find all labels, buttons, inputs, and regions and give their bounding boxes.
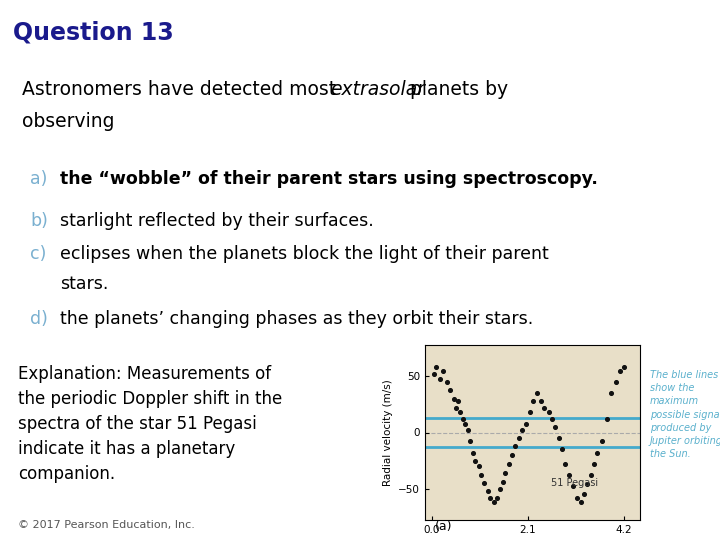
Point: [615, 367, 626, 375]
Point: [578, 490, 590, 498]
Point: [428, 370, 440, 379]
Text: eclipses when the planets block the light of their parent: eclipses when the planets block the ligh…: [60, 245, 549, 263]
Point: [575, 498, 586, 507]
Y-axis label: Radial velocity (m/s): Radial velocity (m/s): [383, 379, 392, 486]
Point: [563, 471, 575, 480]
Point: [431, 363, 442, 372]
Point: [453, 397, 464, 406]
Point: [467, 448, 479, 457]
Point: [479, 478, 490, 487]
Text: the planets’ changing phases as they orbit their stars.: the planets’ changing phases as they orb…: [60, 310, 534, 328]
Point: [543, 408, 554, 417]
Point: [520, 419, 531, 428]
Text: the “wobble” of their parent stars using spectroscopy.: the “wobble” of their parent stars using…: [60, 170, 598, 188]
Point: [610, 377, 621, 386]
Text: stars.: stars.: [60, 275, 109, 293]
Text: 51 Pegasi: 51 Pegasi: [551, 478, 598, 488]
Point: [592, 448, 603, 457]
Point: [567, 482, 578, 491]
Point: [438, 367, 449, 375]
Point: [528, 397, 539, 406]
Text: © 2017 Pearson Education, Inc.: © 2017 Pearson Education, Inc.: [18, 520, 195, 530]
Point: [506, 450, 518, 459]
Point: [549, 423, 561, 431]
Text: the periodic Doppler shift in the: the periodic Doppler shift in the: [18, 390, 282, 408]
Point: [448, 395, 459, 403]
Text: Astronomers have detected most: Astronomers have detected most: [22, 80, 342, 99]
Point: [509, 442, 521, 450]
Text: extrasolar: extrasolar: [330, 80, 425, 99]
Point: [459, 419, 471, 428]
Text: Explanation: Measurements of: Explanation: Measurements of: [18, 365, 271, 383]
Point: [475, 471, 487, 480]
Point: [462, 426, 473, 435]
Text: spectra of the star 51 Pegasi: spectra of the star 51 Pegasi: [18, 415, 257, 433]
Point: [485, 493, 496, 502]
Point: [618, 363, 630, 372]
Point: [482, 487, 493, 495]
Point: [559, 460, 571, 468]
Point: [606, 389, 617, 397]
Point: [524, 408, 536, 417]
Text: d): d): [30, 310, 48, 328]
Point: [473, 462, 485, 470]
Point: [454, 408, 466, 417]
Point: [585, 471, 597, 480]
Text: Question 13: Question 13: [13, 21, 174, 44]
Text: The blue lines
show the
maximum
possible signal
produced by
Jupiter orbiting
the: The blue lines show the maximum possible…: [650, 370, 720, 459]
Text: starlight reflected by their surfaces.: starlight reflected by their surfaces.: [60, 212, 374, 230]
Point: [457, 415, 469, 423]
Text: planets by: planets by: [404, 80, 508, 99]
Text: (a): (a): [435, 520, 452, 533]
Point: [513, 434, 525, 442]
Point: [469, 456, 481, 465]
Text: c): c): [30, 245, 46, 263]
Text: a): a): [30, 170, 48, 188]
Point: [434, 374, 446, 383]
Point: [531, 389, 543, 397]
Point: [572, 493, 583, 502]
Point: [582, 480, 593, 488]
Point: [596, 437, 608, 446]
Point: [503, 460, 515, 468]
Text: indicate it has a planetary: indicate it has a planetary: [18, 440, 235, 458]
Point: [450, 403, 462, 412]
Point: [557, 445, 568, 454]
Point: [491, 493, 503, 502]
Point: [553, 434, 564, 442]
Text: observing: observing: [22, 112, 114, 131]
Text: b): b): [30, 212, 48, 230]
Point: [494, 484, 505, 493]
Point: [517, 426, 528, 435]
Point: [488, 498, 500, 507]
Text: companion.: companion.: [18, 465, 115, 483]
Point: [497, 477, 508, 486]
Point: [546, 415, 557, 423]
Point: [538, 403, 549, 412]
Point: [444, 386, 456, 394]
Point: [588, 460, 600, 468]
Point: [499, 469, 510, 477]
Point: [601, 415, 613, 423]
Point: [464, 437, 476, 446]
Point: [441, 377, 452, 386]
Point: [535, 397, 546, 406]
